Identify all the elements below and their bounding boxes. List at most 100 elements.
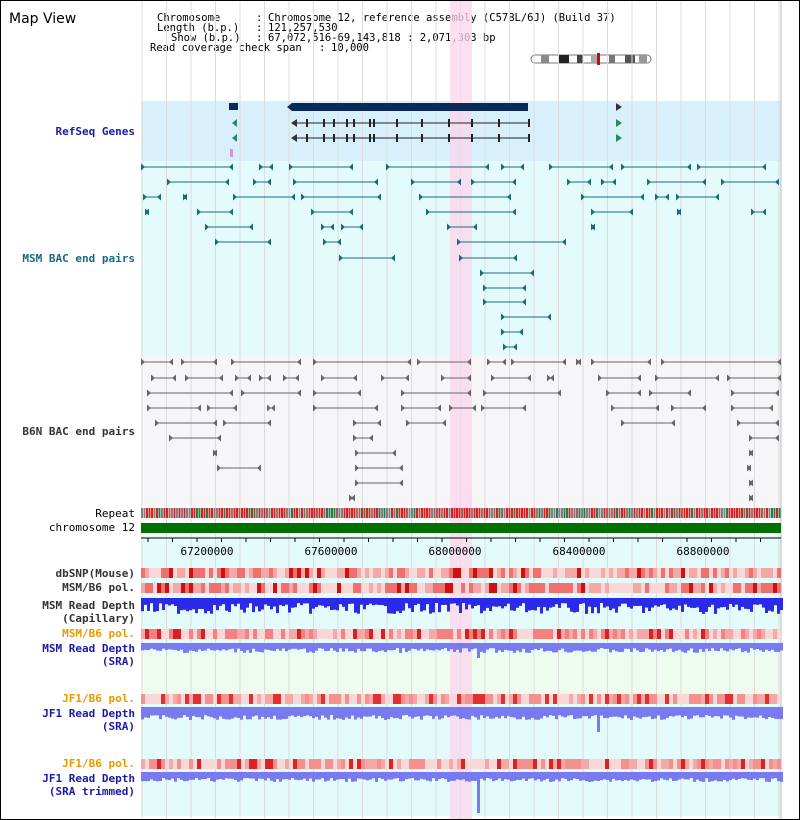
depth-bar [405,707,408,716]
polymorphism-cell [341,694,345,704]
depth-bar [468,643,471,652]
selected-region [450,1,472,819]
repeat-mark [161,508,163,518]
repeat-mark [238,508,241,518]
depth-bar [738,598,741,611]
gene-marker [230,149,233,157]
depth-bar [612,598,615,609]
depth-bar [294,643,297,649]
repeat-mark [286,508,288,518]
depth-bar [606,598,609,607]
repeat-mark [553,508,556,518]
polymorphism-cell [641,629,645,639]
polymorphism-cell [201,629,205,639]
depth-bar [561,598,564,604]
depth-bar [639,598,642,606]
polymorphism-cell [485,629,489,639]
depth-bar [600,772,603,781]
polymorphism-cell [201,568,205,578]
depth-bar [165,643,168,650]
depth-bar [759,598,762,605]
depth-bar [660,707,663,720]
repeat-mark [641,508,643,518]
depth-bar [282,598,285,607]
polymorphism-cell [265,629,269,639]
depth-bar [273,772,276,782]
polymorphism-cell [445,629,449,639]
polymorphism-cell [609,694,613,704]
msm-bac-end [501,163,505,171]
polymorphism-cell [653,694,657,704]
exon [471,119,473,127]
depth-bar [684,772,687,780]
b6n-bac-end [671,404,675,412]
depth-bar [627,598,630,608]
polymorphism-cell [181,583,185,593]
exon [306,134,308,142]
polymorphism-cell [165,629,169,639]
depth-bar [363,643,366,652]
depth-bar [399,772,402,782]
polymorphism-cell [749,759,753,769]
polymorphism-cell [529,629,533,639]
depth-bar [399,707,402,720]
polymorphism-cell [537,759,541,769]
polymorphism-cell [709,694,713,704]
depth-bar [192,643,195,651]
depth-bar [243,772,246,779]
polymorphism-cell [277,629,281,639]
repeat-mark [656,508,658,518]
polymorphism-cell [429,694,433,704]
polymorphism-cell [593,759,597,769]
b6n-bac-end [355,449,359,457]
depth-bar [639,643,642,653]
chromosome-ideogram[interactable] [529,53,655,65]
polymorphism-cell [617,583,621,593]
polymorphism-cell [313,629,317,639]
polymorphism-cell [493,694,497,704]
polymorphism-cell [673,759,677,769]
polymorphism-cell [597,583,601,593]
repeat-mark [251,508,253,518]
repeat-mark [153,508,156,518]
depth-bar [357,772,360,779]
position-axis: 67200000 67600000 68000000 68400000 68800000 [141,537,781,558]
polymorphism-cell [677,694,681,704]
depth-bar [327,643,330,651]
polymorphism-cell [157,629,161,639]
b6n-bac-end [147,389,151,397]
depth-bar [246,707,249,720]
b6n-bac-end [405,374,409,382]
polymorphism-cell [561,694,565,704]
msm-bac-track [141,163,779,351]
polymorphism-cell [453,629,457,639]
depth-bar [144,772,147,782]
polymorphism-heatmaps [141,568,781,769]
repeat-mark [188,508,191,518]
depth-bar [204,772,207,780]
polymorphism-cell [393,583,397,593]
msm-bac-end [513,254,517,262]
depth-bar [264,707,267,719]
depth-bar [315,707,318,717]
depth-bar [471,598,474,609]
polymorphism-cell [465,759,469,769]
b6n-bac-end [259,374,263,382]
depth-bar [330,643,333,649]
repeat-mark [378,508,381,518]
b6n-bac-end [355,479,359,487]
depth-bar [249,772,252,779]
depth-bar [567,707,570,716]
polymorphism-cell [225,694,229,704]
depth-bar [618,643,621,652]
depth-bar [609,598,612,611]
b6n-bac-end [637,374,641,382]
polymorphism-cell [445,583,449,593]
depth-bar [624,772,627,780]
polymorphism-cell [581,568,585,578]
repeat-mark [393,508,396,518]
msm-read-depth-capillary-label: MSM Read Depth (Capillary) [42,599,135,625]
depth-bar [714,598,717,614]
depth-bar [501,643,504,652]
